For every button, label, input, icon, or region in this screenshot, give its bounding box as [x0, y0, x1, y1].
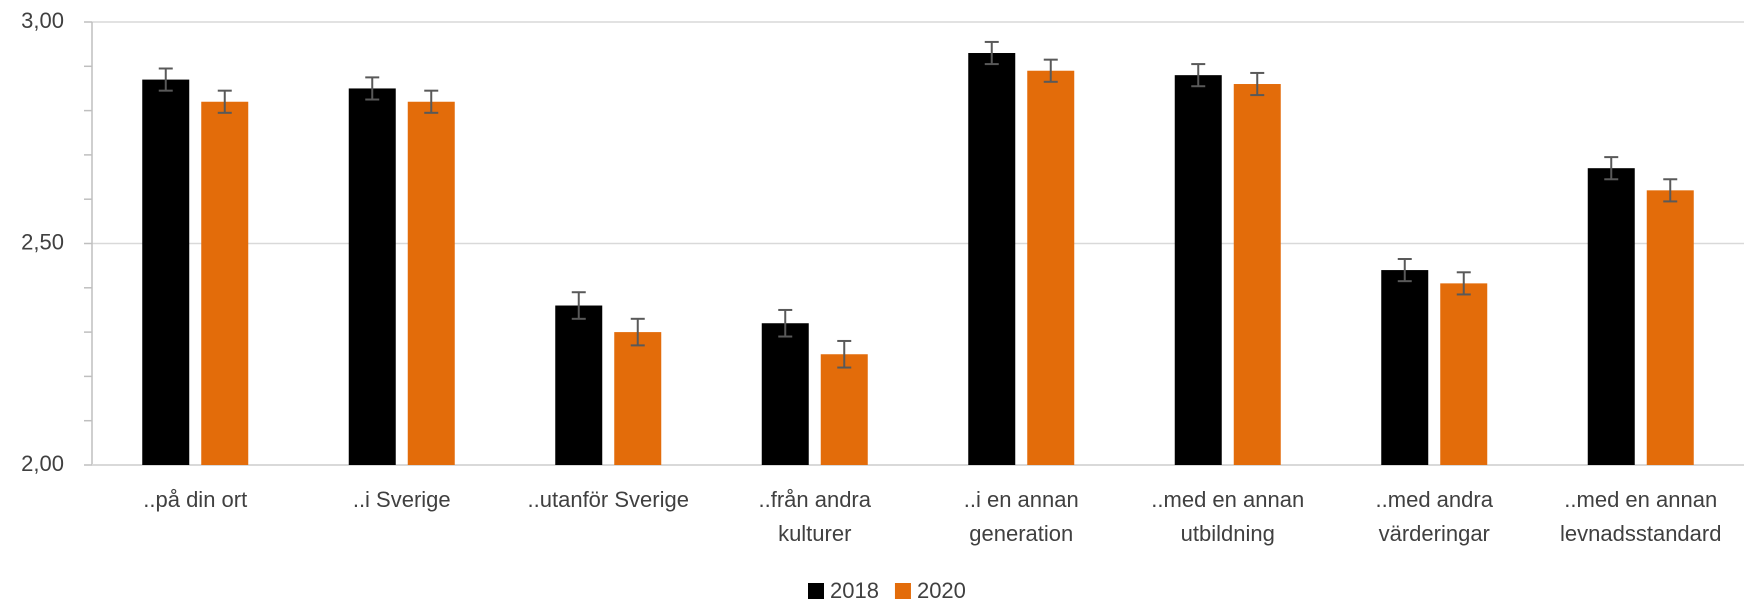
- bar: [1174, 75, 1222, 465]
- x-tick-label: ..med andra värderingar: [1376, 487, 1494, 546]
- legend-label: 2020: [917, 578, 966, 603]
- bar: [761, 323, 809, 465]
- bar: [142, 79, 190, 465]
- bar: [614, 332, 662, 465]
- bar: [1440, 283, 1488, 465]
- x-tick-label: ..utanför Sverige: [528, 487, 689, 512]
- x-tick-label: ..från andra kulturer: [758, 487, 871, 546]
- x-tick-label: ..i Sverige: [353, 487, 451, 512]
- y-tick-label: 2,50: [21, 229, 64, 254]
- bar: [968, 53, 1016, 465]
- bar: [1587, 168, 1635, 465]
- bar: [407, 101, 455, 466]
- bar: [348, 88, 396, 465]
- x-tick-label: ..med en annan levnadsstandard: [1560, 487, 1721, 546]
- bar: [1381, 270, 1429, 465]
- bar: [201, 101, 249, 466]
- bar: [820, 354, 868, 465]
- bar: [1233, 84, 1281, 466]
- bar: [555, 305, 603, 465]
- legend-swatch: [808, 583, 824, 599]
- y-tick-label: 2,00: [21, 451, 64, 476]
- legend-label: 2018: [830, 578, 879, 603]
- bar: [1027, 70, 1075, 465]
- legend-swatch: [894, 583, 911, 599]
- x-tick-label: ..i en annan generation: [964, 487, 1079, 546]
- x-tick-label: ..på din ort: [143, 487, 247, 512]
- y-tick-label: 3,00: [21, 8, 64, 33]
- x-tick-label: ..med en annan utbildning: [1151, 487, 1304, 546]
- bar: [1646, 190, 1694, 465]
